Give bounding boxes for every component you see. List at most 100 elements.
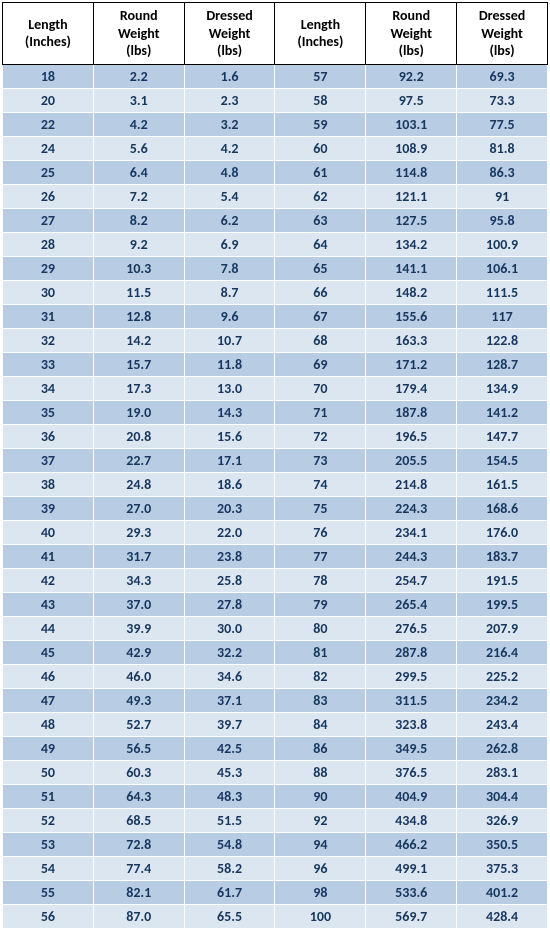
table-cell: 19.0 [93, 400, 184, 424]
table-cell: 20.3 [184, 496, 275, 520]
table-cell: 60 [275, 136, 366, 160]
table-cell: 77 [275, 544, 366, 568]
table-cell: 196.5 [366, 424, 457, 448]
table-row: 3214.210.768163.3122.8 [3, 328, 548, 352]
table-row: 5582.161.798533.6401.2 [3, 880, 548, 904]
table-cell: 234.1 [366, 520, 457, 544]
table-cell: 106.1 [457, 256, 548, 280]
table-cell: 499.1 [366, 856, 457, 880]
table-cell: 34.6 [184, 664, 275, 688]
table-cell: 22.7 [93, 448, 184, 472]
table-cell: 299.5 [366, 664, 457, 688]
table-cell: 37.0 [93, 592, 184, 616]
table-cell: 27 [3, 208, 94, 232]
table-cell: 31.7 [93, 544, 184, 568]
table-cell: 79 [275, 592, 366, 616]
table-row: 4131.723.877244.3183.7 [3, 544, 548, 568]
table-cell: 81 [275, 640, 366, 664]
table-cell: 254.7 [366, 568, 457, 592]
table-cell: 134.2 [366, 232, 457, 256]
table-cell: 83 [275, 688, 366, 712]
table-cell: 14.2 [93, 328, 184, 352]
table-cell: 26 [3, 184, 94, 208]
table-cell: 24 [3, 136, 94, 160]
table-cell: 244.3 [366, 544, 457, 568]
table-cell: 121.1 [366, 184, 457, 208]
table-cell: 7.8 [184, 256, 275, 280]
table-cell: 73.3 [457, 88, 548, 112]
table-cell: 53 [3, 832, 94, 856]
table-cell: 18.6 [184, 472, 275, 496]
table-cell: 4.2 [93, 112, 184, 136]
table-cell: 20 [3, 88, 94, 112]
table-cell: 4.2 [184, 136, 275, 160]
table-cell: 22 [3, 112, 94, 136]
table-cell: 34.3 [93, 568, 184, 592]
table-row: 203.12.35897.573.3 [3, 88, 548, 112]
table-cell: 18 [3, 64, 94, 88]
table-cell: 15.7 [93, 352, 184, 376]
table-row: 5687.065.5100569.7428.4 [3, 904, 548, 928]
table-cell: 70 [275, 376, 366, 400]
table-cell: 64.3 [93, 784, 184, 808]
table-cell: 276.5 [366, 616, 457, 640]
table-cell: 3.2 [184, 112, 275, 136]
table-cell: 68.5 [93, 808, 184, 832]
table-row: 289.26.964134.2100.9 [3, 232, 548, 256]
table-cell: 225.2 [457, 664, 548, 688]
table-row: 182.21.65792.269.3 [3, 64, 548, 88]
table-cell: 50 [3, 760, 94, 784]
table-cell: 86 [275, 736, 366, 760]
table-cell: 9.6 [184, 304, 275, 328]
table-cell: 49 [3, 736, 94, 760]
table-cell: 56 [3, 904, 94, 928]
table-row: 245.64.260108.981.8 [3, 136, 548, 160]
table-cell: 77.4 [93, 856, 184, 880]
table-cell: 72.8 [93, 832, 184, 856]
table-cell: 8.2 [93, 208, 184, 232]
table-cell: 111.5 [457, 280, 548, 304]
table-body: 182.21.65792.269.3203.12.35897.573.3224.… [3, 64, 548, 928]
table-cell: 29 [3, 256, 94, 280]
table-row: 5477.458.296499.1375.3 [3, 856, 548, 880]
table-cell: 243.4 [457, 712, 548, 736]
table-cell: 148.2 [366, 280, 457, 304]
table-cell: 51 [3, 784, 94, 808]
table-cell: 2.2 [93, 64, 184, 88]
table-cell: 176.0 [457, 520, 548, 544]
table-cell: 569.7 [366, 904, 457, 928]
table-row: 4337.027.879265.4199.5 [3, 592, 548, 616]
table-cell: 8.7 [184, 280, 275, 304]
table-cell: 72 [275, 424, 366, 448]
table-cell: 63 [275, 208, 366, 232]
table-cell: 404.9 [366, 784, 457, 808]
table-cell: 179.4 [366, 376, 457, 400]
table-cell: 154.5 [457, 448, 548, 472]
table-cell: 84 [275, 712, 366, 736]
table-cell: 122.8 [457, 328, 548, 352]
table-cell: 25 [3, 160, 94, 184]
table-cell: 36 [3, 424, 94, 448]
table-cell: 92 [275, 808, 366, 832]
table-cell: 117 [457, 304, 548, 328]
table-cell: 54.8 [184, 832, 275, 856]
col-dressed-weight-2: DressedWeight(lbs) [457, 3, 548, 65]
table-cell: 68 [275, 328, 366, 352]
table-cell: 59 [275, 112, 366, 136]
table-cell: 54 [3, 856, 94, 880]
table-cell: 31 [3, 304, 94, 328]
table-cell: 45.3 [184, 760, 275, 784]
table-cell: 33 [3, 352, 94, 376]
table-cell: 127.5 [366, 208, 457, 232]
table-cell: 11.8 [184, 352, 275, 376]
table-cell: 234.2 [457, 688, 548, 712]
table-row: 4234.325.878254.7191.5 [3, 568, 548, 592]
table-cell: 48.3 [184, 784, 275, 808]
table-cell: 42.5 [184, 736, 275, 760]
table-cell: 533.6 [366, 880, 457, 904]
table-cell: 29.3 [93, 520, 184, 544]
table-cell: 76 [275, 520, 366, 544]
table-cell: 428.4 [457, 904, 548, 928]
table-cell: 55 [3, 880, 94, 904]
table-cell: 69.3 [457, 64, 548, 88]
